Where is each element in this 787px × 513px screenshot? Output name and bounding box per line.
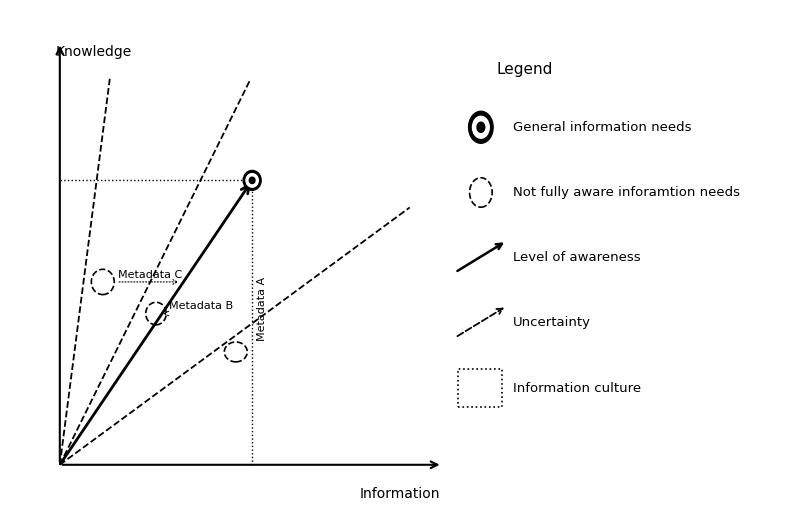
Text: Knowledge: Knowledge [56,45,132,59]
Text: Not fully aware inforamtion needs: Not fully aware inforamtion needs [513,186,740,199]
Text: Metadata B: Metadata B [169,301,234,311]
Circle shape [243,170,261,190]
Text: Metadata C: Metadata C [117,270,182,280]
Text: Level of awareness: Level of awareness [513,251,641,264]
Text: General information needs: General information needs [513,121,692,134]
Circle shape [468,111,493,143]
Circle shape [472,116,490,138]
Circle shape [249,177,255,184]
Text: Information: Information [360,487,441,501]
Text: Metadata A: Metadata A [257,277,267,341]
FancyBboxPatch shape [458,369,502,407]
Circle shape [246,173,258,187]
Text: Uncertainty: Uncertainty [513,317,591,329]
Text: Information culture: Information culture [513,382,641,394]
Text: Legend: Legend [497,62,553,77]
Circle shape [477,122,485,132]
